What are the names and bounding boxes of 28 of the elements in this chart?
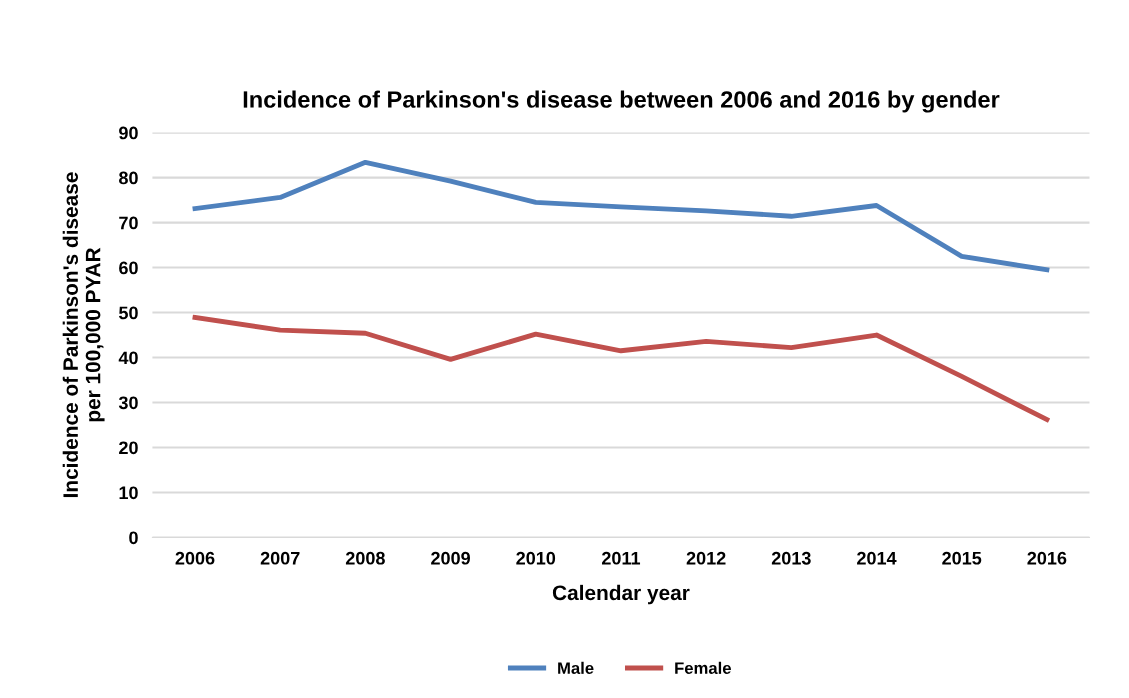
legend-label: Female bbox=[675, 661, 731, 675]
x-tick-label: 2009 bbox=[431, 551, 470, 565]
line-series bbox=[192, 315, 1050, 423]
x-tick-label: 2008 bbox=[345, 551, 385, 565]
x-tick-label: 2015 bbox=[942, 551, 982, 565]
y-tick-label: 40 bbox=[118, 351, 138, 365]
y-tick-label: 20 bbox=[119, 441, 138, 455]
x-tick-label: 2012 bbox=[686, 551, 726, 565]
y-tick-label: 10 bbox=[119, 486, 138, 500]
x-axis-title: Calendar year bbox=[552, 584, 690, 605]
legend-label: Male bbox=[558, 661, 594, 675]
y-tick-label: 70 bbox=[119, 216, 138, 230]
y-tick-label: 50 bbox=[119, 306, 138, 320]
x-tick-label: 2011 bbox=[601, 551, 641, 565]
x-tick-label: 2010 bbox=[516, 551, 556, 565]
y-tick-label: 90 bbox=[119, 126, 138, 140]
y-axis-title: Incidence of Parkinson's disease per 100,000 PYAR bbox=[62, 172, 105, 498]
x-tick-label: 2006 bbox=[175, 551, 215, 565]
x-tick-label: 2007 bbox=[260, 551, 300, 565]
chart-title: Incidence of Parkinson's disease between 2006 and 2016 by gender bbox=[243, 90, 1000, 113]
x-tick-label: 2013 bbox=[771, 551, 811, 565]
line-series bbox=[192, 159, 1050, 273]
x-tick-label: 2016 bbox=[1027, 551, 1067, 565]
x-tick-label: 2014 bbox=[857, 551, 897, 565]
y-tick-label: 60 bbox=[119, 261, 138, 275]
y-tick-label: 30 bbox=[118, 396, 138, 410]
y-tick-label: 0 bbox=[129, 531, 138, 545]
y-tick-label: 80 bbox=[119, 171, 138, 185]
